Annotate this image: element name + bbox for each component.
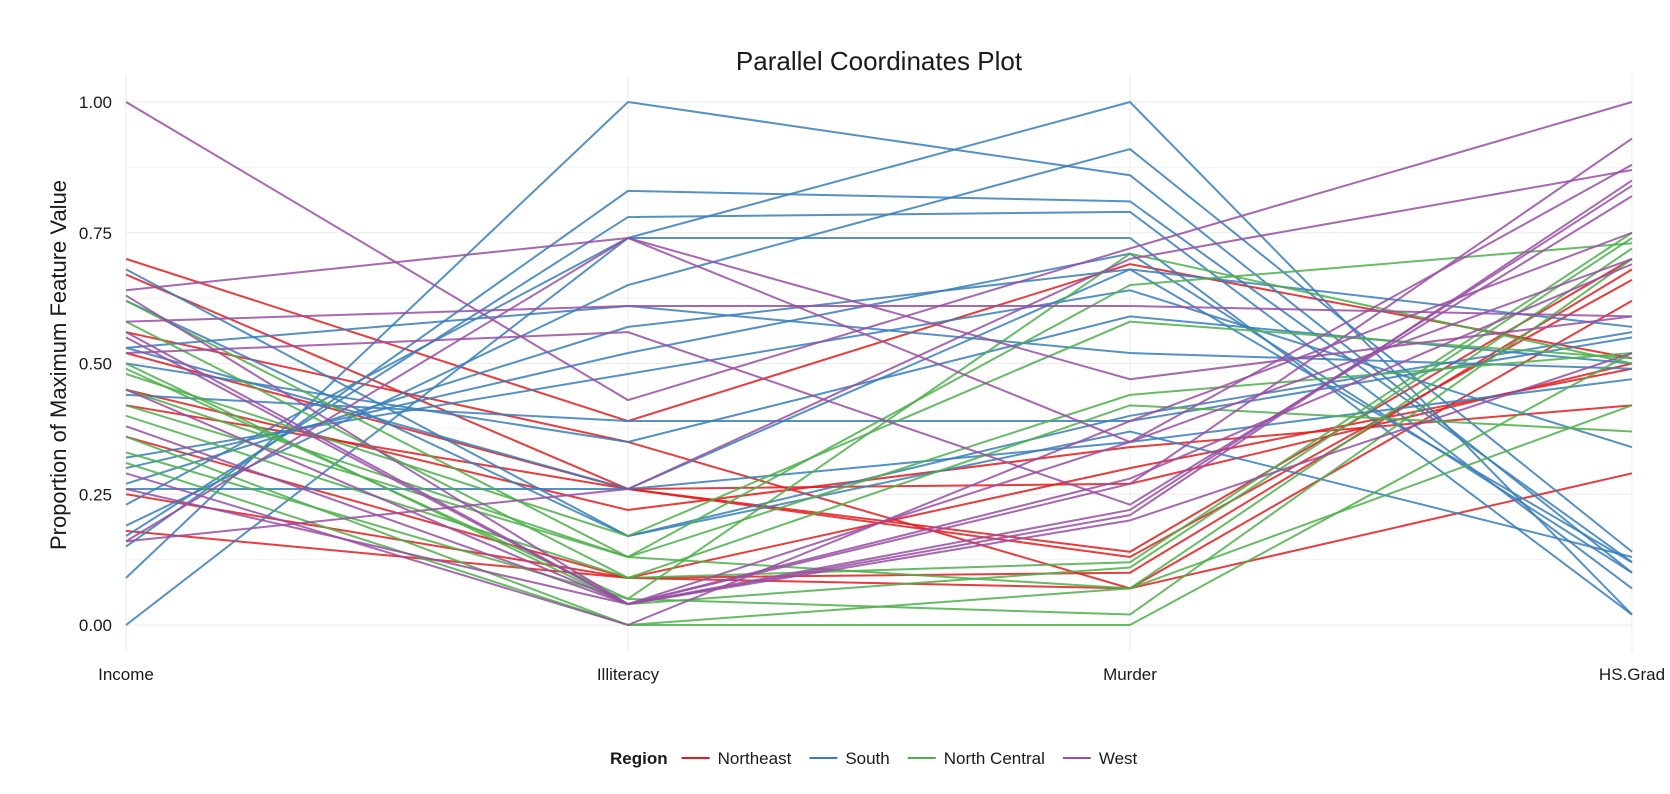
series-line — [125, 404, 1633, 590]
series-line — [126, 268, 1633, 491]
series-line — [125, 268, 1633, 558]
y-axis-ticks: 0.00 0.25 0.50 0.75 1.00 — [79, 93, 112, 635]
series-line — [125, 352, 1633, 626]
series-line — [125, 236, 1633, 543]
series-line — [125, 258, 1633, 553]
x-axis-ticks: Income Illiteracy Murder HS.Grad — [98, 665, 1665, 684]
series-line — [125, 242, 1633, 559]
series-line — [125, 169, 1633, 543]
series-line — [125, 189, 1633, 564]
series-line — [125, 210, 1633, 590]
series-line — [125, 236, 1633, 626]
legend-entry-label: South — [845, 749, 889, 768]
series-line — [125, 289, 1633, 459]
series-line — [125, 299, 1633, 590]
series-line — [125, 320, 1633, 538]
series-line — [125, 100, 1633, 616]
series-line — [125, 268, 1633, 564]
y-tick-label: 0.50 — [79, 355, 112, 374]
series-line — [125, 263, 1633, 606]
series-line — [125, 352, 1633, 491]
series-line — [125, 304, 1633, 370]
legend-entry-label: West — [1099, 749, 1138, 768]
legend-entry-label: North Central — [944, 749, 1045, 768]
series-line — [125, 268, 1633, 579]
y-axis-label: Proportion of Maximum Feature Value — [46, 180, 71, 550]
series-line — [125, 236, 1633, 381]
chart-title: Parallel Coordinates Plot — [736, 46, 1023, 76]
x-tick-label: Murder — [1103, 665, 1157, 684]
series-lines — [125, 100, 1633, 627]
series-line — [125, 252, 1633, 574]
legend-entry-label: Northeast — [718, 749, 792, 768]
series-line — [125, 237, 1633, 606]
legend-title: Region — [610, 749, 668, 768]
x-tick-label: Income — [98, 665, 154, 684]
series-line — [125, 137, 1633, 606]
y-tick-label: 1.00 — [79, 93, 112, 112]
series-line — [125, 231, 1633, 627]
series-line — [125, 472, 1633, 590]
series-line — [125, 101, 1633, 402]
series-line — [125, 299, 1633, 559]
legend: Region Northeast South North Central West — [610, 749, 1138, 768]
y-tick-label: 0.00 — [79, 616, 112, 635]
y-tick-label: 0.25 — [79, 485, 112, 504]
y-tick-label: 0.75 — [79, 224, 112, 243]
x-tick-label: Illiteracy — [597, 665, 660, 684]
x-tick-label: HS.Grad — [1599, 665, 1665, 684]
series-line — [125, 331, 1633, 606]
